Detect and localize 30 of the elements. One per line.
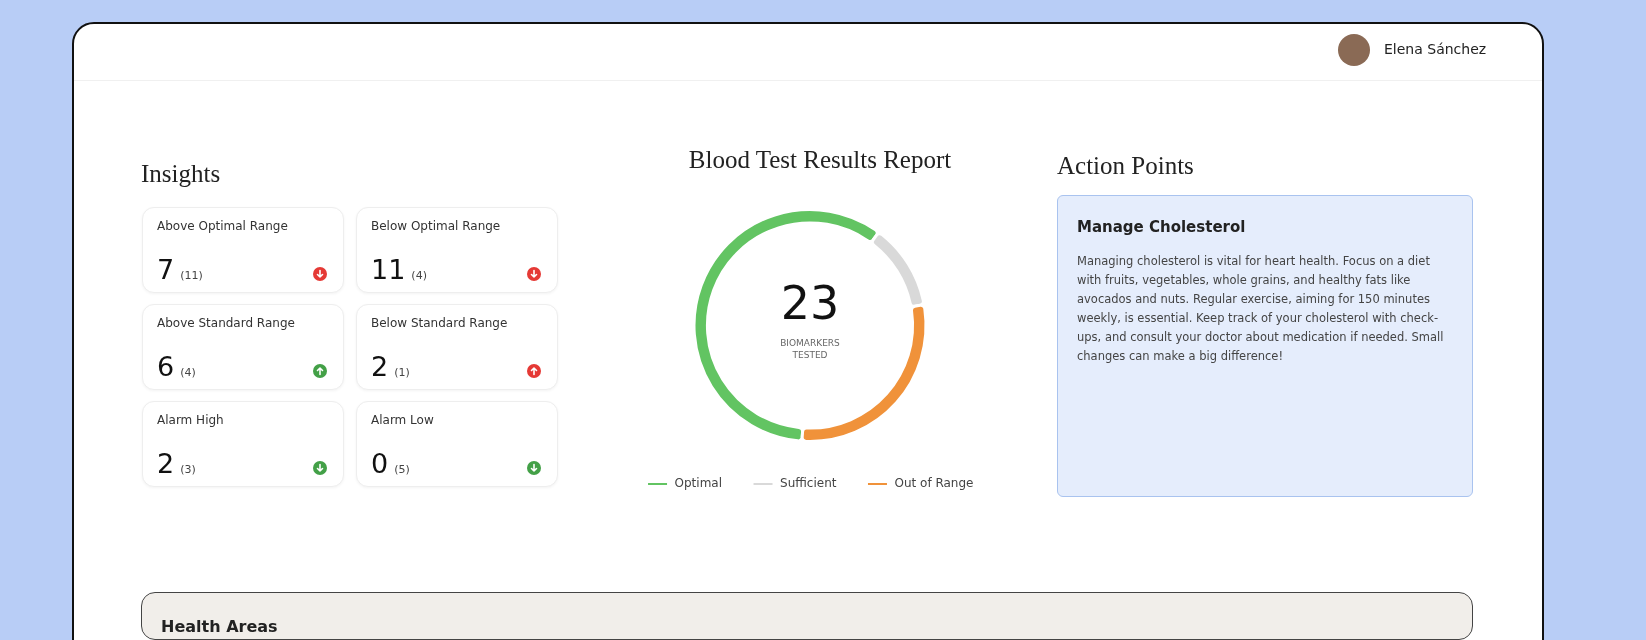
text: 23 [780,276,840,331]
text: Manage Cholesterol [1077,218,1246,236]
text: Below Optimal Range [371,219,501,233]
text: Action Points [1057,152,1194,180]
chart-title: Blood Test Results Report [687,146,953,174]
text: 11 [371,254,406,285]
text: Above Optimal Range [157,219,288,233]
text: 6 [157,351,175,382]
text: Health Areas [161,617,278,636]
text: (5) [394,463,410,476]
legend-label: Out of Range [894,476,974,491]
text: Below Standard Range [371,316,508,330]
text: 2 [157,448,175,479]
legend-label: Optimal [674,476,723,491]
text: 2 [371,351,389,382]
text: Insights [141,160,221,188]
text: (4) [180,366,196,379]
text: Elena Sánchez [1384,41,1487,57]
text: Alarm High [157,413,224,427]
text: 7 [157,254,175,285]
text: Alarm Low [371,413,434,427]
text: 0 [371,448,389,479]
legend-label: Sufficient [780,476,837,491]
text: BIOMARKERS TESTED [780,337,841,360]
text: (3) [180,463,196,476]
text: Managing cholesterol is vital for heart health. Focus on a diet with fruits, vegetables, whole grains, and healthy fats like avocados and nuts. Regular exercise, aiming for 150 minutes weekly, is essential. Keep track of your cholesterol with check-ups, and consult your doctor about medication if needed. Small changes can make a big difference! [1077,253,1445,365]
text: (1) [394,366,410,379]
text: Above Standard Range [157,316,295,330]
text: (4) [411,269,427,282]
text: (11) [180,269,203,282]
